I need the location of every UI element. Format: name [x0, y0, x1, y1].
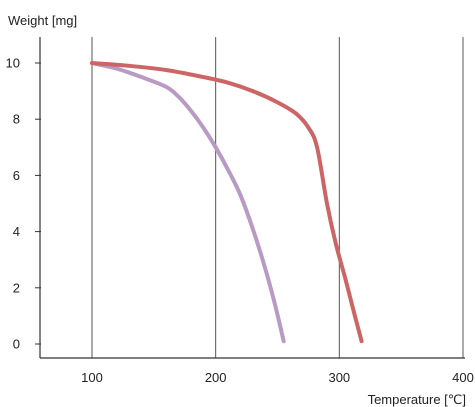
y-tick-label-6: 6	[13, 168, 20, 183]
x-tick-label-200: 200	[205, 370, 227, 385]
y-tick-label-8: 8	[13, 112, 20, 127]
x-tick-label-400: 400	[452, 370, 474, 385]
y-tick-label-0: 0	[13, 337, 20, 352]
y-tick-label-2: 2	[13, 280, 20, 295]
x-tick-label-300: 300	[328, 370, 350, 385]
series-line-2	[90, 61, 364, 344]
x-tick-label-100: 100	[81, 370, 103, 385]
axes-layer	[35, 37, 465, 359]
labels-layer: Weight [mg] Temperature [℃] 0 2 4 6 8 10 100 20…	[6, 13, 474, 407]
y-tick-label-10: 10	[6, 56, 20, 71]
series-layer	[90, 61, 364, 344]
x-axis-label: Temperature [℃]	[368, 392, 466, 407]
y-tick-label-4: 4	[13, 224, 20, 239]
series-line-1	[90, 61, 286, 344]
grid-layer	[91, 37, 464, 358]
y-axis-label: Weight [mg]	[8, 13, 77, 28]
